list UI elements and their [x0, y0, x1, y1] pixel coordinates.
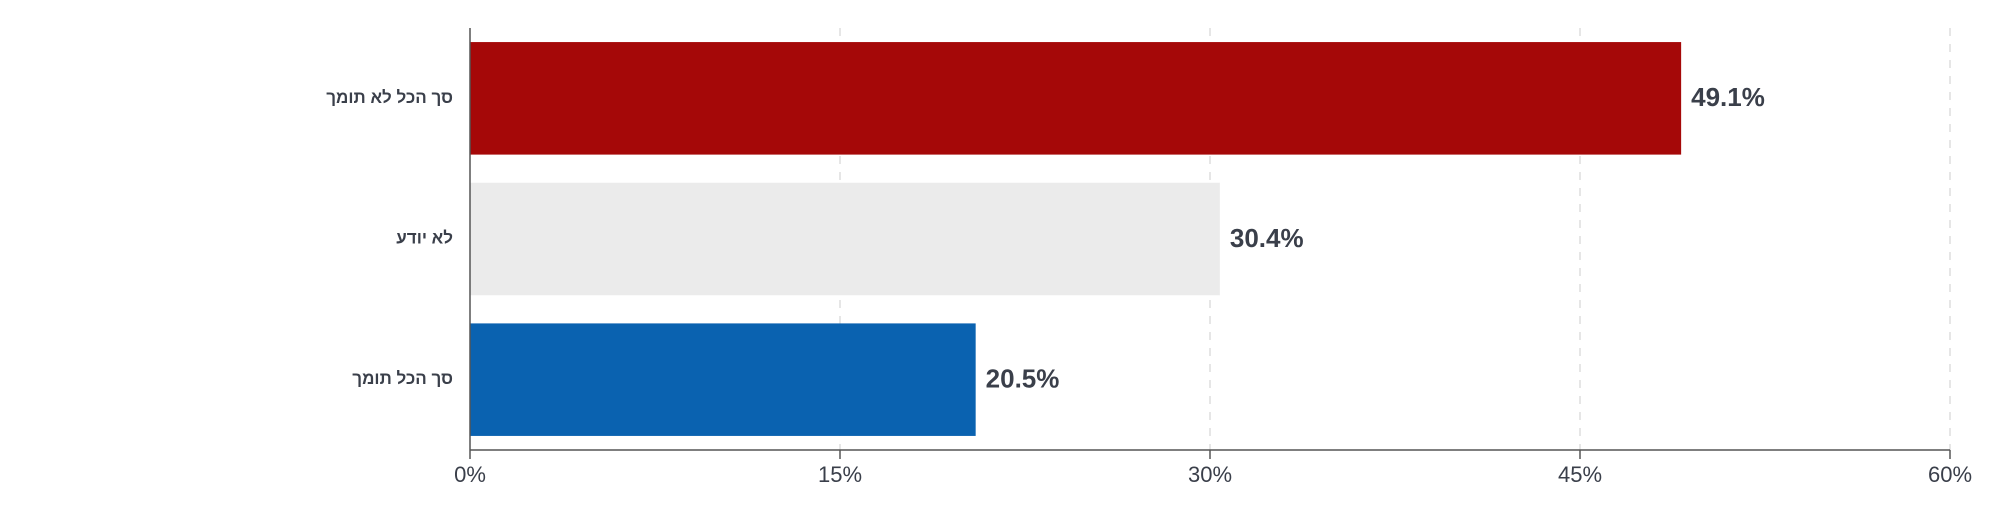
x-tick-label: 30% [1188, 462, 1232, 487]
value-label: 49.1% [1691, 82, 1765, 112]
bar [470, 323, 976, 436]
bar [470, 42, 1682, 155]
x-tick-label: 45% [1558, 462, 1602, 487]
x-tick-label: 0% [454, 462, 486, 487]
y-tick-label: סך הכל לא תומך [326, 88, 453, 107]
y-tick-label: לא יודע [396, 228, 453, 247]
bar [470, 182, 1220, 296]
y-tick-label: סך הכל תומך [352, 369, 453, 388]
value-label: 30.4% [1230, 223, 1304, 253]
x-tick-label: 15% [818, 462, 862, 487]
value-label: 20.5% [986, 364, 1060, 394]
x-tick-label: 60% [1928, 462, 1972, 487]
